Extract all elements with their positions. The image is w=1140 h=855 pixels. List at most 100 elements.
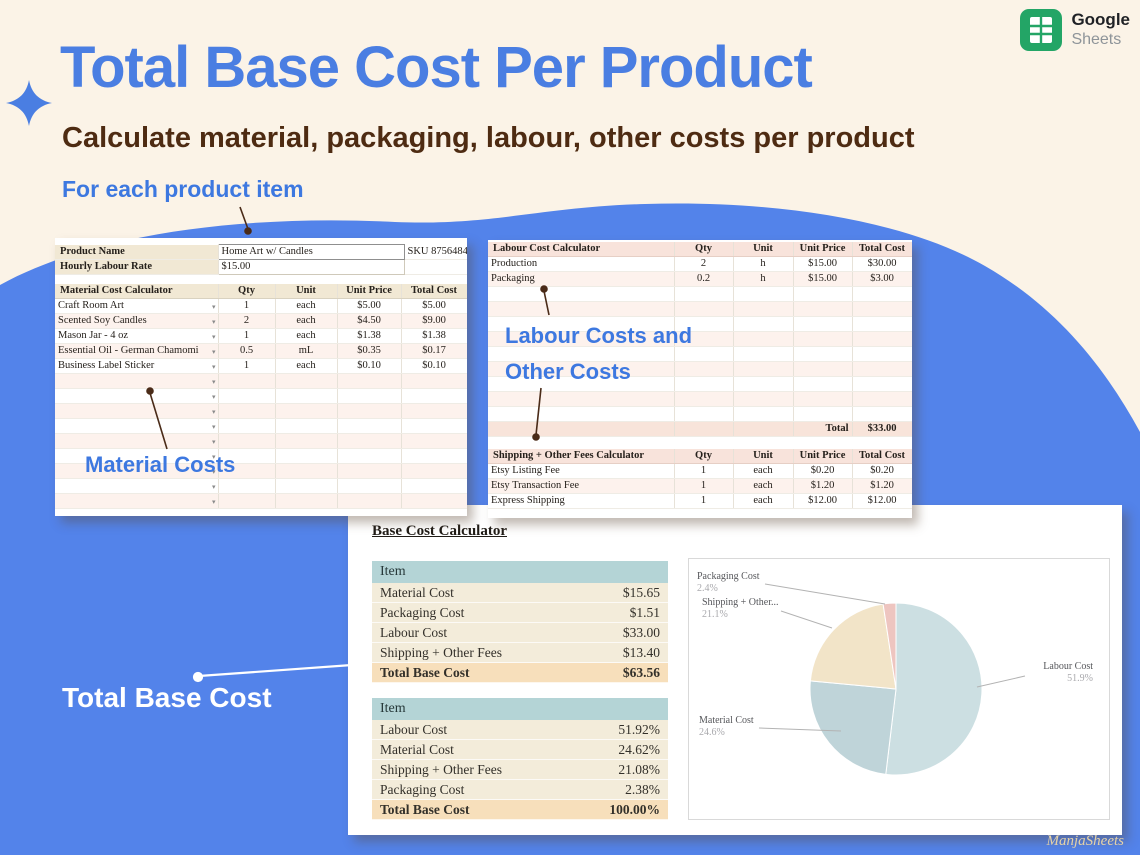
cell[interactable]: 1 [218,298,276,314]
column-header[interactable]: Unit [733,449,794,464]
item-column-header[interactable]: Item [372,561,568,583]
cell[interactable]: each [275,313,338,329]
cell[interactable] [218,448,276,464]
total-percent-label[interactable]: Total Base Cost [372,799,568,820]
cell[interactable]: $13.40 [568,642,668,663]
cell[interactable] [674,391,734,407]
cell[interactable] [852,301,912,317]
column-header[interactable]: Total Cost [401,284,467,299]
cell[interactable] [674,376,734,392]
column-header[interactable]: Material Cost Calculator [55,284,219,299]
cell[interactable]: Shipping + Other Fees [372,642,568,663]
cell[interactable]: Essential Oil - German Chamomi ▾ [55,343,219,359]
cell[interactable] [852,376,912,392]
dropdown-arrow-icon[interactable]: ▾ [211,363,216,371]
cell[interactable]: $3.00 [852,271,912,287]
cell[interactable]: $0.17 [401,343,467,359]
cell[interactable]: Material Cost [372,739,568,760]
cell[interactable] [852,346,912,362]
column-header[interactable]: Qty [218,284,276,299]
cell[interactable] [275,448,338,464]
column-header[interactable]: Shipping + Other Fees Calculator [488,449,675,464]
cell[interactable] [401,493,467,509]
cell[interactable]: $5.00 [337,298,402,314]
cell[interactable]: $0.20 [852,463,912,479]
dropdown-arrow-icon[interactable]: ▾ [211,408,216,416]
dropdown-arrow-icon[interactable]: ▾ [211,318,216,326]
cell[interactable]: Labour Cost [372,720,568,740]
cell[interactable]: $15.00 [793,256,853,272]
cell[interactable] [852,316,912,332]
cell[interactable] [401,433,467,449]
dropdown-arrow-icon[interactable]: ▾ [211,483,216,491]
cell[interactable] [793,406,853,422]
cell[interactable]: Mason Jar - 4 oz ▾ [55,328,219,344]
cell[interactable] [401,403,467,419]
cell[interactable] [401,373,467,389]
cell[interactable]: Etsy Transaction Fee [488,478,675,494]
dropdown-arrow-icon[interactable]: ▾ [211,423,216,431]
cell[interactable]: $1.20 [852,478,912,494]
cell[interactable] [218,373,276,389]
cell[interactable]: h [733,271,794,287]
dropdown-arrow-icon[interactable]: ▾ [211,333,216,341]
cell[interactable] [674,331,734,347]
cell[interactable] [733,406,794,422]
cell[interactable]: $15.00 [793,271,853,287]
cell[interactable]: each [275,328,338,344]
cell[interactable]: 1 [674,493,734,509]
item-column-header[interactable]: Item [372,698,568,720]
cell[interactable]: $9.00 [401,313,467,329]
total-percent-value[interactable]: 100.00% [568,799,668,820]
cell[interactable]: 1 [674,478,734,494]
cell[interactable] [793,376,853,392]
cell[interactable]: 51.92% [568,720,668,740]
cell[interactable]: ▾ [55,493,219,509]
cell[interactable] [793,331,853,347]
cell[interactable] [275,463,338,479]
dropdown-arrow-icon[interactable]: ▾ [211,393,216,401]
cell[interactable]: $12.00 [852,493,912,509]
cell[interactable] [218,478,276,494]
cell[interactable] [337,448,402,464]
cell[interactable] [337,493,402,509]
column-header[interactable]: Unit Price [793,449,853,464]
cell[interactable] [218,493,276,509]
cell[interactable] [275,373,338,389]
cell[interactable] [218,433,276,449]
cell[interactable]: $12.00 [793,493,853,509]
cell[interactable]: $1.38 [401,328,467,344]
cell[interactable] [218,463,276,479]
cell[interactable] [852,331,912,347]
cell[interactable]: ▾ [55,388,219,404]
cell[interactable] [852,286,912,302]
cell[interactable] [275,478,338,494]
pie-slice-material-cost[interactable] [809,680,897,775]
cell[interactable] [674,361,734,377]
cell[interactable] [733,331,794,347]
cell[interactable] [337,463,402,479]
cell[interactable] [337,418,402,434]
cell[interactable] [401,478,467,494]
labour-total-value[interactable]: $33.00 [852,421,912,437]
cell[interactable] [488,331,675,347]
cell[interactable]: Production [488,256,675,272]
cell[interactable] [674,316,734,332]
cell[interactable]: $1.51 [568,602,668,623]
cell[interactable]: h [733,256,794,272]
cell[interactable]: $1.38 [337,328,402,344]
cell[interactable]: Packaging [488,271,675,287]
cell[interactable]: $30.00 [852,256,912,272]
cell[interactable]: 1 [218,358,276,374]
cell[interactable] [488,286,675,302]
cell[interactable] [793,391,853,407]
cell[interactable] [488,361,675,377]
cell[interactable] [401,388,467,404]
cell[interactable] [488,406,675,422]
cell[interactable]: ▾ [55,448,219,464]
cell[interactable] [275,433,338,449]
cell[interactable] [733,286,794,302]
dropdown-arrow-icon[interactable]: ▾ [211,303,216,311]
dropdown-arrow-icon[interactable]: ▾ [211,453,216,461]
cell[interactable]: 21.08% [568,759,668,780]
